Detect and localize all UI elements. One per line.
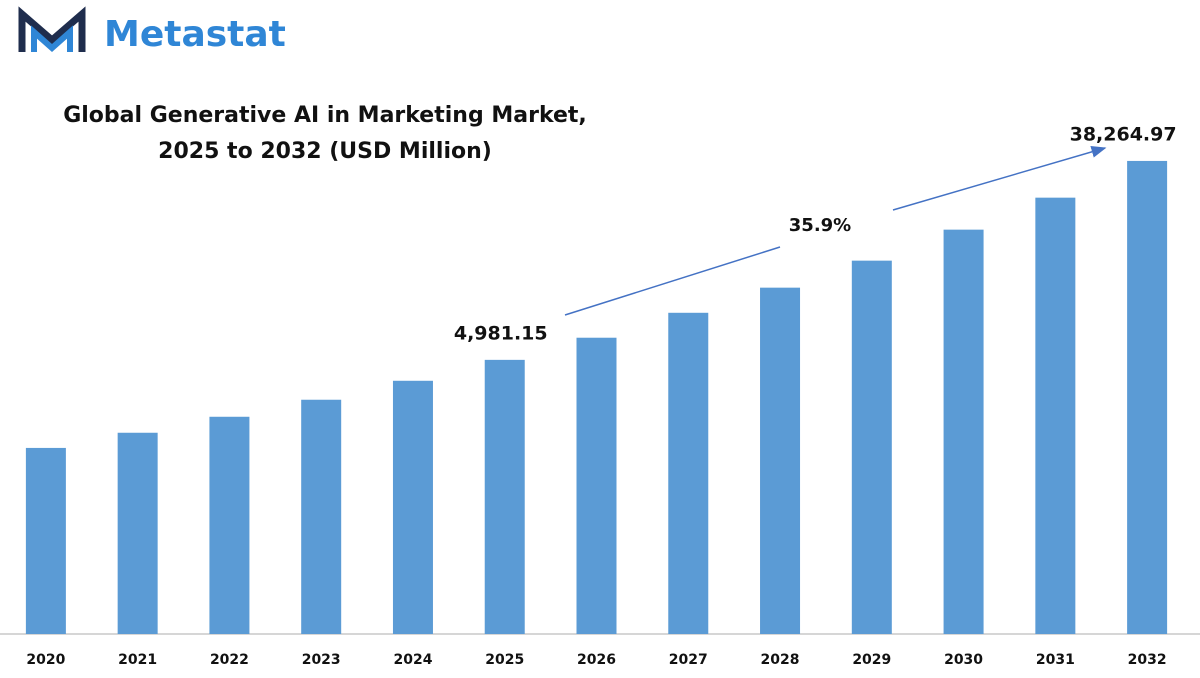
chart-title: 2025 to 2032 (USD Million) — [158, 139, 492, 164]
x-tick-label: 2032 — [1128, 652, 1167, 668]
x-tick-label: 2021 — [118, 652, 157, 668]
value-label: 38,264.97 — [1070, 123, 1177, 145]
x-tick-label: 2031 — [1036, 652, 1075, 668]
x-tick-label: 2028 — [761, 652, 800, 668]
bar — [760, 287, 801, 634]
x-tick-label: 2026 — [577, 652, 616, 668]
bar — [209, 416, 250, 634]
bar — [117, 432, 158, 634]
cagr-label: 35.9% — [789, 215, 851, 236]
bar — [668, 312, 709, 634]
bar — [1127, 160, 1168, 634]
growth-arrow — [564, 246, 781, 316]
x-tick-label: 2027 — [669, 652, 708, 668]
x-tick-label: 2023 — [302, 652, 341, 668]
bar — [1035, 197, 1076, 634]
logo-text: Metastat — [104, 14, 286, 55]
chart-title: Global Generative AI in Marketing Market… — [63, 103, 587, 128]
bar — [301, 399, 342, 634]
x-tick-label: 2030 — [944, 652, 983, 668]
logo-icon — [18, 6, 86, 53]
bar — [392, 380, 433, 634]
bar — [484, 359, 525, 634]
x-tick-label: 2022 — [210, 652, 249, 668]
growth-arrow — [892, 146, 1107, 211]
x-tick-label: 2024 — [393, 652, 432, 668]
bar — [851, 260, 892, 634]
x-tick-label: 2020 — [26, 652, 65, 668]
value-label: 4,981.15 — [454, 322, 548, 344]
bar — [943, 229, 984, 634]
bar — [576, 337, 617, 634]
bar — [25, 447, 66, 634]
x-tick-label: 2029 — [852, 652, 891, 668]
x-tick-label: 2025 — [485, 652, 524, 668]
